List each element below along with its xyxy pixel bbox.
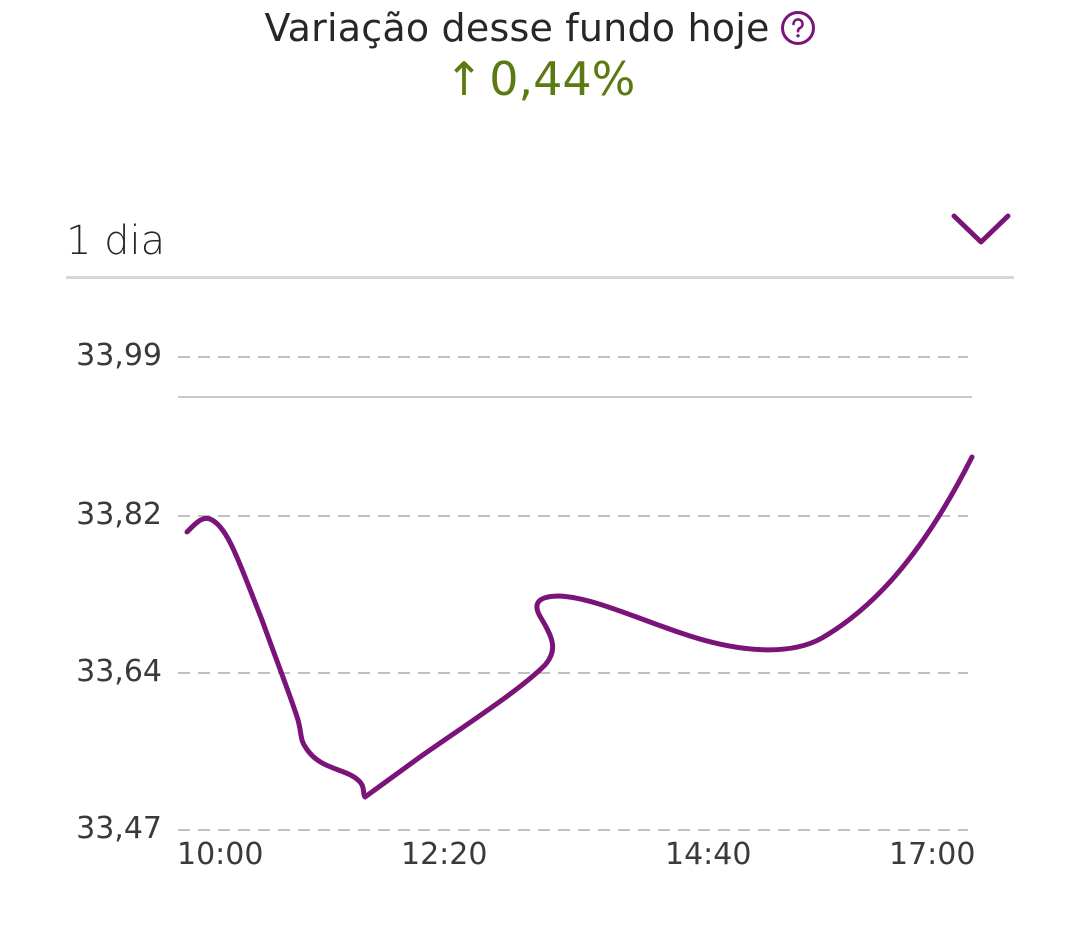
title-row: Variação desse fundo hoje [0, 6, 1080, 50]
price-line [184, 454, 975, 800]
y-tick-label: 33,64 [76, 654, 162, 689]
price-chart: 33,99 33,82 33,64 33,47 10:00 12:20 14:4… [0, 300, 1080, 937]
chevron-down-icon[interactable] [950, 210, 1012, 250]
period-dropdown[interactable]: 1 dia [66, 206, 1014, 279]
y-tick-label: 33,99 [76, 338, 162, 373]
period-selected-value: 1 dia [66, 218, 166, 264]
x-tick-label: 14:40 [665, 837, 752, 872]
help-circle-icon[interactable] [780, 10, 816, 46]
y-tick-label: 33,82 [76, 497, 162, 532]
page-title: Variação desse fundo hoje [264, 6, 770, 50]
change-value: 0,44% [489, 52, 636, 106]
y-tick-label: 33,47 [76, 811, 162, 846]
x-tick-label: 17:00 [889, 837, 976, 872]
chart-plot-area [178, 356, 975, 831]
arrow-up-icon: ↑ [444, 52, 484, 106]
grid-lines [178, 356, 968, 831]
x-tick-label: 10:00 [177, 837, 264, 872]
daily-change: ↑ 0,44% [0, 56, 1080, 102]
header: Variação desse fundo hoje ↑ 0,44% [0, 6, 1080, 102]
x-tick-label: 12:20 [401, 837, 488, 872]
